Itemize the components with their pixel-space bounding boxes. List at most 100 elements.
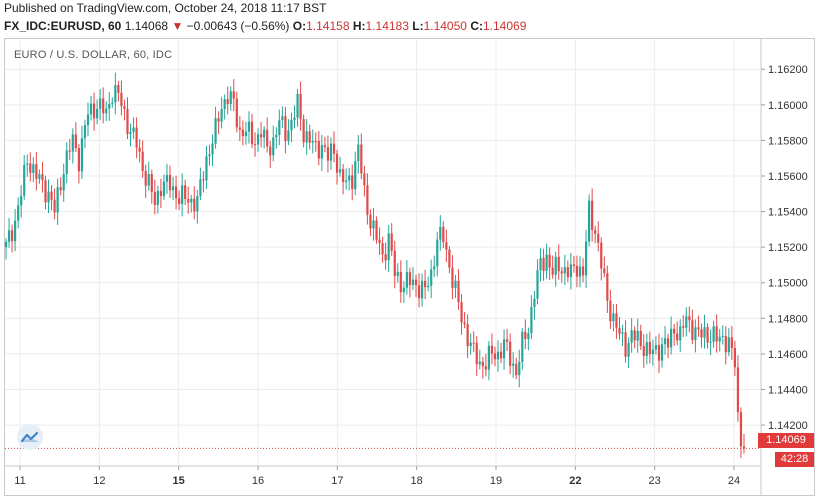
candle-body	[144, 170, 147, 186]
candle-body	[92, 103, 96, 119]
candle-body	[670, 328, 673, 348]
candle-body	[184, 185, 187, 200]
candle-body	[223, 99, 226, 109]
candle-body	[624, 332, 627, 357]
candle-body	[506, 339, 509, 342]
candle-body	[433, 266, 436, 270]
published-caption: Published on TradingView.com, October 24…	[4, 1, 327, 15]
candle-body	[697, 327, 700, 330]
candle-body	[739, 412, 743, 447]
candle-body	[199, 179, 202, 197]
candle-body	[481, 361, 484, 367]
candle-body	[105, 108, 108, 114]
candle-body	[123, 106, 126, 109]
candle-body	[111, 102, 114, 104]
candle-body	[272, 137, 275, 156]
candle-body	[41, 174, 44, 181]
candle-body	[372, 220, 375, 229]
candle-body	[238, 127, 241, 130]
candle-body	[320, 145, 323, 159]
candle-body	[80, 138, 84, 172]
candle-body	[411, 279, 415, 285]
x-tick-label: 17	[331, 475, 343, 487]
candle-body	[588, 200, 591, 242]
candle-body	[472, 342, 475, 344]
candle-body	[663, 338, 667, 345]
candle-body	[317, 141, 320, 159]
candle-body	[560, 271, 563, 274]
candle-body	[633, 330, 636, 341]
candle-body	[581, 266, 585, 276]
candle-body	[20, 195, 23, 206]
candle-body	[159, 190, 162, 197]
tradingview-logo-icon[interactable]	[17, 424, 43, 450]
candle-body	[436, 239, 439, 267]
close-label: C:	[470, 19, 483, 33]
candle-body	[244, 131, 248, 137]
candle-body	[135, 127, 138, 148]
candle-body	[381, 243, 384, 255]
low-value: 1.14050	[423, 19, 467, 33]
series-title: EURO / U.S. DOLLAR, 60, IDC	[14, 49, 173, 61]
candle-body	[120, 92, 123, 107]
candle-body	[332, 143, 336, 154]
x-tick-label: 16	[252, 475, 264, 487]
candle-body	[29, 163, 32, 173]
candle-body	[700, 329, 703, 338]
candle-body	[691, 320, 694, 341]
candle-body	[178, 198, 181, 204]
y-tick-label: 1.14800	[768, 313, 808, 325]
candle-body	[603, 268, 606, 274]
candle-body	[47, 191, 50, 203]
candle-body	[445, 242, 448, 250]
y-tick-label: 1.14400	[768, 384, 808, 396]
candle-body	[518, 362, 521, 376]
candle-body	[290, 119, 293, 131]
candle-body	[493, 353, 497, 360]
candle-body	[50, 191, 53, 200]
candle-body	[414, 279, 418, 286]
candle-body	[32, 164, 35, 173]
candle-body	[627, 342, 630, 357]
candle-body	[584, 241, 588, 276]
candle-body	[74, 134, 77, 149]
candle-body	[284, 116, 287, 142]
candle-body	[685, 316, 688, 328]
candle-body	[56, 187, 59, 213]
candle-body	[451, 267, 454, 288]
candle-body	[554, 256, 557, 275]
candle-body	[730, 337, 733, 348]
candle-body	[26, 163, 29, 165]
candle-body	[466, 324, 469, 347]
chart-frame[interactable]	[4, 38, 815, 496]
candle-body	[378, 239, 381, 244]
candle-body	[168, 174, 172, 191]
candle-body	[117, 85, 120, 93]
candle-body	[278, 120, 281, 136]
candle-body	[114, 85, 117, 103]
candle-body	[606, 273, 609, 301]
candle-body	[14, 220, 17, 242]
candle-body	[524, 331, 527, 340]
quote-bar: FX_IDC:EURUSD, 60 1.14068 ▼ −0.00643 (−0…	[4, 19, 526, 33]
candle-body	[250, 121, 254, 145]
candle-body	[305, 131, 308, 143]
candle-body	[612, 313, 615, 322]
x-tick-label: 12	[93, 475, 105, 487]
candle-body	[181, 185, 184, 204]
candle-body	[384, 254, 387, 261]
candle-body	[165, 174, 169, 182]
candle-body	[241, 129, 244, 137]
candle-body	[269, 146, 272, 156]
high-value: 1.14183	[365, 19, 409, 33]
candle-body	[651, 349, 654, 355]
candle-body	[484, 366, 487, 370]
candle-body	[390, 233, 393, 251]
candle-body	[17, 205, 20, 221]
candle-body	[348, 175, 351, 181]
candle-body	[487, 345, 490, 370]
candle-body	[387, 233, 390, 261]
x-tick-label: 22	[569, 475, 581, 487]
candle-body	[545, 254, 548, 271]
